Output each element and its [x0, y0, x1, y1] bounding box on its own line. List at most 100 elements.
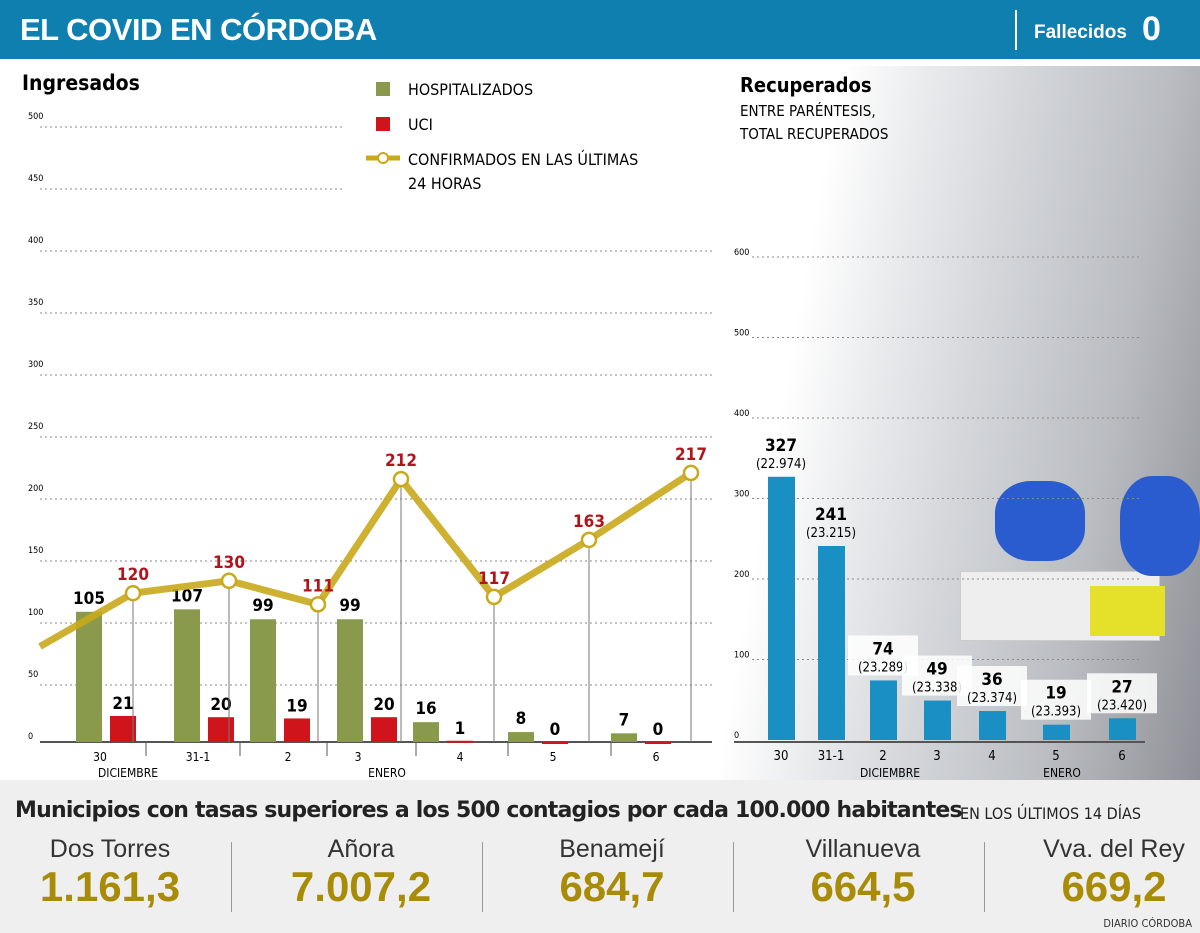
line-point [485, 588, 503, 606]
charts: Ingresados050100150200250300350400450500… [22, 71, 1157, 780]
bar-label: 19 [1045, 684, 1066, 704]
bar-label: 20 [210, 695, 231, 715]
y-tick-label: 600 [734, 248, 749, 258]
y-tick-label: 400 [734, 409, 749, 419]
month-label: DICIEMBRE [860, 766, 920, 780]
legend-label: UCI [408, 115, 433, 134]
x-tick-label: 5 [1052, 749, 1059, 764]
bar-recuperados [870, 680, 897, 740]
municipios-panel: Municipios con tasas superiores a los 50… [0, 780, 1200, 933]
bar-total-label: (22.974) [756, 457, 806, 472]
bar-total-label: (23.215) [806, 526, 856, 541]
bar-recuperados [768, 476, 795, 740]
x-tick-label: 5 [550, 750, 557, 764]
bar-total-label: (23.393) [1031, 705, 1081, 720]
bar-uci [208, 717, 234, 742]
bar-uci [542, 742, 568, 744]
x-tick-label: 3 [933, 749, 940, 764]
line-point [309, 596, 327, 613]
bar-label: 49 [926, 660, 947, 680]
bar-label: 241 [815, 505, 847, 525]
x-tick-label: 2 [879, 749, 886, 764]
bar-label: 8 [516, 709, 527, 729]
bar-label: 327 [765, 436, 797, 456]
divider [1015, 10, 1017, 50]
bar-uci [284, 718, 310, 742]
line-point [682, 464, 700, 482]
bar-total-label: (23.289) [858, 660, 908, 675]
deaths-value: 0 [1142, 10, 1161, 48]
bar-hospitalizados [174, 609, 200, 742]
bar-recuperados [924, 700, 951, 740]
x-tick-label: 3 [355, 750, 362, 764]
y-tick-label: 200 [28, 484, 43, 494]
point-label: 163 [573, 512, 605, 532]
x-tick-label: 6 [653, 750, 660, 764]
bar-recuperados [1043, 724, 1070, 740]
y-tick-label: 500 [28, 112, 43, 122]
municipio-value: 1.161,3 [39, 863, 181, 910]
bar-label: 107 [171, 586, 203, 606]
municipio-name: Dos Torres [49, 835, 171, 863]
bar-hospitalizados [337, 619, 363, 742]
y-tick-label: 300 [28, 360, 43, 370]
deaths-label: Fallecidos [1034, 22, 1127, 43]
bar-label: 99 [339, 596, 360, 616]
bar-label: 20 [373, 695, 394, 715]
bar-total-label: (23.420) [1097, 698, 1147, 713]
y-tick-label: 100 [28, 608, 43, 618]
bar-label: 1 [455, 719, 466, 739]
chart-title: Recuperados [740, 73, 872, 97]
point-label: 120 [117, 565, 149, 585]
bar-hospitalizados [413, 722, 439, 742]
line-point [124, 584, 142, 602]
bar-total-label: (23.374) [967, 691, 1017, 706]
x-tick-label: 31-1 [186, 750, 211, 764]
bar-uci [645, 742, 671, 744]
x-tick-label: 30 [774, 749, 789, 764]
y-tick-label: 150 [28, 546, 43, 556]
municipio-name: Vva. del Rey [1043, 835, 1185, 863]
bar-label: 19 [286, 696, 307, 716]
x-tick-label: 30 [93, 750, 107, 764]
bar-uci [371, 717, 397, 742]
municipio-value: 664,5 [810, 863, 916, 910]
y-tick-label: 400 [28, 236, 43, 246]
bar-recuperados [979, 711, 1006, 740]
divider [733, 842, 734, 912]
label-background [1087, 673, 1157, 714]
point-label: 212 [385, 451, 417, 471]
y-tick-label: 0 [28, 732, 33, 742]
y-tick-label: 350 [28, 298, 43, 308]
bar-hospitalizados [76, 611, 102, 742]
point-label: 111 [302, 576, 334, 596]
bar-recuperados [1109, 718, 1136, 740]
municipios-subtitle: EN LOS ÚLTIMOS 14 DÍAS [960, 804, 1141, 823]
y-tick-label: 450 [28, 174, 43, 184]
source: DIARIO CÓRDOBA [1103, 917, 1192, 930]
municipio-name: Villanueva [805, 835, 921, 863]
bar-hospitalizados [611, 733, 637, 742]
legend-swatch-hospitalizados [376, 82, 390, 96]
legend-swatch-point [377, 152, 389, 164]
x-tick-label: 2 [285, 750, 292, 764]
line-confirmados [38, 469, 693, 650]
header: EL COVID EN CÓRDOBA Fallecidos 0 [0, 0, 1200, 62]
chart-title: Ingresados [22, 71, 140, 95]
bar-hospitalizados [250, 619, 276, 742]
municipio-value: 669,2 [1061, 863, 1167, 910]
month-label: DICIEMBRE [98, 766, 158, 780]
y-tick-label: 100 [734, 651, 749, 661]
bar-uci [110, 715, 136, 742]
line-point [392, 470, 410, 488]
y-tick-label: 200 [734, 570, 749, 580]
point-label: 117 [478, 569, 510, 589]
divider [231, 842, 232, 912]
point-label: 130 [213, 553, 245, 573]
bar-recuperados [818, 545, 845, 740]
bar-label: 27 [1111, 677, 1132, 697]
x-tick-label: 4 [457, 750, 464, 764]
bar-label: 16 [415, 699, 436, 719]
municipio-item: Vva. del Rey 669,2 [994, 835, 1200, 910]
x-tick-label: 4 [988, 749, 995, 764]
